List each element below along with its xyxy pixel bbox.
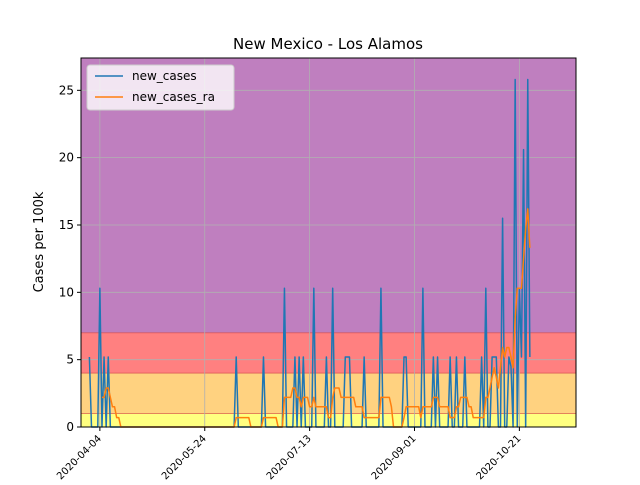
legend-label-new-cases-ra: new_cases_ra [132, 90, 215, 104]
chart-title: New Mexico - Los Alamos [233, 35, 423, 53]
y-tick-label-3: 15 [59, 218, 74, 232]
legend-label-new-cases: new_cases [132, 69, 197, 83]
x-tick-label-0: 2020-04-04 [55, 433, 104, 480]
y-axis-ticks: 0 5 10 15 20 25 [59, 83, 81, 434]
y-tick-label-5: 25 [59, 83, 74, 97]
x-axis-ticks: 2020-04-04 2020-05-24 2020-07-13 2020-09-01… [55, 427, 524, 482]
x-tick-label-2: 2020-07-13 [265, 433, 314, 480]
band-2 [81, 332, 576, 374]
y-tick-label-1: 5 [66, 353, 74, 367]
y-tick-label-4: 20 [59, 151, 74, 165]
y-tick-label-2: 10 [59, 285, 74, 299]
y-axis-label: Cases per 100k [32, 191, 47, 292]
x-tick-label-4: 2020-10-21 [475, 433, 524, 480]
x-tick-label-1: 2020-05-24 [160, 433, 209, 480]
legend-box [86, 64, 235, 111]
y-tick-label-0: 0 [66, 420, 74, 434]
x-tick-label-3: 2020-09-01 [370, 433, 419, 480]
legend: new_cases new_cases_ra [86, 64, 235, 111]
plot-frame [80, 57, 577, 428]
